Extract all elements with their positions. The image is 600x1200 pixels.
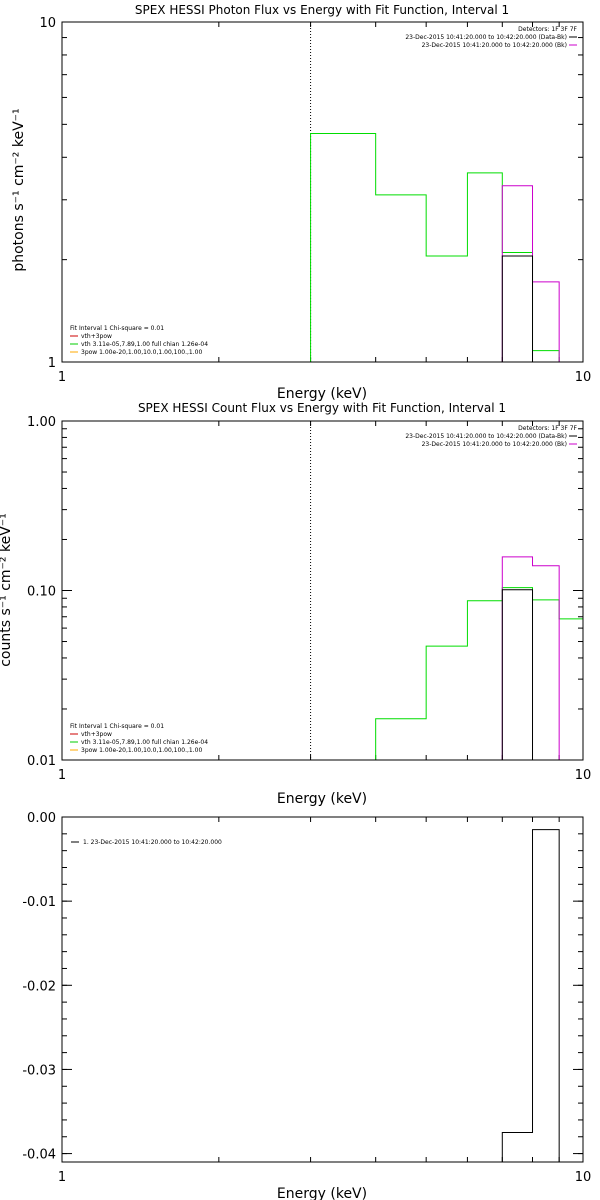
fit-legend-header: Fit Interval 1 Chi-square = 0.01 [70, 325, 164, 332]
fit-legend-entry: vth 3.11e-05,7.89,1.00 full chian 1.26e-… [81, 739, 208, 746]
count-flux-panel: SPEX HESSI Count Flux vs Energy with Fit… [0, 401, 591, 807]
step-series [501, 829, 560, 1162]
legend-header: Detectors: 1F 3F 7F [518, 26, 577, 33]
x-tick-label: 10 [575, 768, 592, 783]
step-series [501, 255, 534, 362]
plot-frame [61, 816, 584, 1163]
x-tick-label: 10 [575, 370, 592, 385]
count-flux-xlabel: Energy (keV) [277, 791, 367, 807]
plot-frame [61, 21, 584, 363]
y-tick-label: -0.03 [22, 1063, 56, 1078]
y-tick-label: 0.00 [27, 811, 56, 826]
series-group [501, 829, 560, 1162]
legend-entry: 23-Dec-2015 10:41:20.000 to 10:42:20.000… [405, 34, 567, 41]
legend-entry: 23-Dec-2015 10:41:20.000 to 10:42:20.000… [422, 441, 567, 448]
series-group [375, 556, 583, 760]
y-tick-label: 0.10 [27, 585, 56, 600]
x-tick-label: 1 [58, 370, 66, 385]
residuals-xlabel: Energy (keV) [277, 1186, 367, 1200]
y-tick-label: 1 [48, 356, 56, 371]
y-tick-label: 10 [39, 16, 56, 31]
y-tick-label: -0.01 [22, 895, 56, 910]
photon-flux-ylabel: photons s⁻¹ cm⁻² keV⁻¹ [11, 108, 27, 271]
legend-header: Detectors: 1F 3F 7F [518, 425, 577, 432]
fit-legend-entry: 3pow 1.00e-20,1.00,10.0,1.00,100.,1.00 [81, 747, 202, 754]
photon-flux-panel: SPEX HESSI Photon Flux vs Energy with Fi… [11, 3, 591, 402]
legend-entry: 23-Dec-2015 10:41:20.000 to 10:42:20.000… [405, 433, 567, 440]
x-tick-label: 1 [58, 768, 66, 783]
fit-legend-entry: vth+3pow [81, 731, 112, 738]
fit-legend-header: Fit Interval 1 Chi-square = 0.01 [70, 723, 164, 730]
photon-flux-title: SPEX HESSI Photon Flux vs Energy with Fi… [135, 3, 509, 17]
legend-entry: 23-Dec-2015 10:41:20.000 to 10:42:20.000… [422, 42, 567, 49]
y-tick-label: 0.01 [27, 754, 56, 769]
y-tick-label: 1.00 [27, 415, 56, 430]
residuals-panel: Energy (keV) 1 10 0.00 -0.01 -0.02 -0.03 -0.04… [22, 811, 591, 1200]
x-tick-label: 1 [58, 1170, 66, 1185]
count-flux-title: SPEX HESSI Count Flux vs Energy with Fit… [138, 401, 506, 415]
y-tick-label: -0.02 [22, 979, 56, 994]
step-series [501, 589, 534, 760]
series-group [310, 132, 560, 362]
count-flux-ylabel: counts s⁻¹ cm⁻² keV⁻¹ [0, 513, 14, 667]
fit-legend-entry: vth 3.11e-05,7.89,1.00 full chian 1.26e-… [81, 341, 208, 348]
y-tick-label: -0.04 [22, 1148, 56, 1163]
x-tick-label: 10 [575, 1170, 592, 1185]
photon-flux-xlabel: Energy (keV) [277, 386, 367, 402]
fit-legend-entry: 3pow 1.00e-20,1.00,10.0,1.00,100.,1.00 [81, 349, 202, 356]
plot-frame [61, 420, 584, 761]
legend-entry: 1. 23-Dec-2015 10:41:20.000 to 10:42:20.… [83, 839, 222, 846]
fit-legend-entry: vth+3pow [81, 333, 112, 340]
step-series [501, 185, 560, 362]
